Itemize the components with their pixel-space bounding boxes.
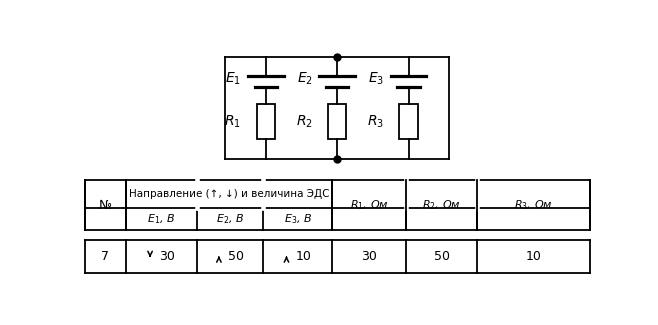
Text: $R_2$: $R_2$ [296, 113, 313, 130]
Text: $E_2$, В: $E_2$, В [216, 212, 244, 226]
Text: 10: 10 [526, 250, 542, 263]
Bar [328, 104, 346, 139]
Bar [257, 104, 275, 139]
Text: $E_1$: $E_1$ [225, 71, 241, 87]
Text: $R_2$, Ом: $R_2$, Ом [422, 199, 461, 212]
Text: $E_3$: $E_3$ [368, 71, 384, 87]
Text: $E_2$: $E_2$ [297, 71, 313, 87]
Text: 50: 50 [228, 250, 244, 263]
Text: 50: 50 [434, 250, 450, 263]
Text: $R_1$, Ом: $R_1$, Ом [349, 199, 388, 212]
Text: $R_1$: $R_1$ [224, 113, 241, 130]
Text: Направление (↑, ↓) и величина ЭДС: Направление (↑, ↓) и величина ЭДС [128, 189, 329, 199]
Text: $R_3$, Ом: $R_3$, Ом [514, 199, 553, 212]
Text: №: № [99, 199, 112, 212]
Text: $E_3$, В: $E_3$, В [284, 212, 312, 226]
Text: 10: 10 [295, 250, 311, 263]
Text: $E_1$, В: $E_1$, В [147, 212, 176, 226]
Text: 7: 7 [101, 250, 109, 263]
Text: $R_3$: $R_3$ [367, 113, 384, 130]
Text: 30: 30 [159, 250, 175, 263]
Text: 30: 30 [361, 250, 377, 263]
Bar [399, 104, 418, 139]
